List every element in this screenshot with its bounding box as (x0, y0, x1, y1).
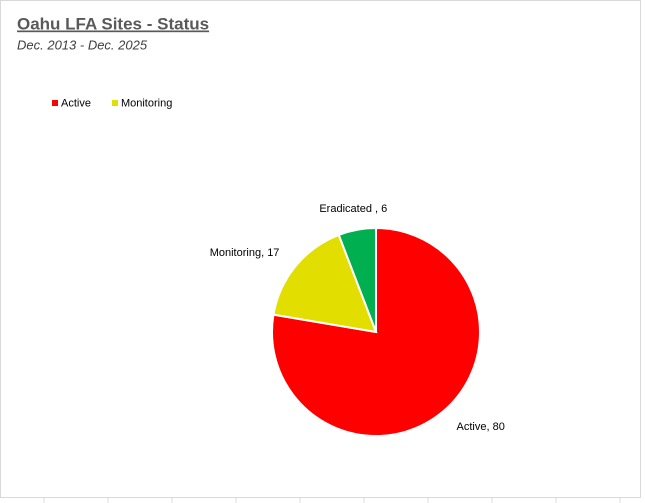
pie-slice (272, 233, 378, 334)
pie-slice (337, 226, 377, 333)
chart-title: Oahu LFA Sites - Status (17, 14, 209, 33)
data-label: Monitoring, 17 (210, 247, 280, 259)
legend-label: Monitoring (121, 97, 172, 109)
legend-swatch (111, 100, 118, 106)
legend-label: Active (61, 97, 91, 109)
data-label: Active, 80 (457, 421, 505, 433)
pie: Active, 80 Monitoring, 17 Eradicated , 6 (210, 203, 505, 437)
legend: Active Monitoring (52, 97, 172, 109)
pie-slice (271, 226, 481, 437)
legend-swatch (52, 100, 58, 106)
data-label: Eradicated , 6 (319, 203, 387, 215)
chart-subtitle: Dec. 2013 - Dec. 2025 (17, 37, 148, 52)
